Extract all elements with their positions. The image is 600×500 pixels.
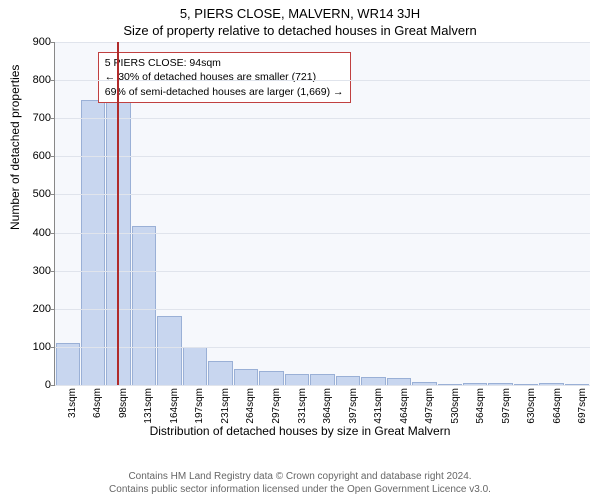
gridline bbox=[55, 309, 590, 310]
annotation-line1: 5 PIERS CLOSE: 94sqm bbox=[105, 56, 344, 70]
bar bbox=[81, 100, 105, 385]
x-tick-label: 64sqm bbox=[92, 388, 103, 418]
footer-attribution: Contains HM Land Registry data © Crown c… bbox=[0, 470, 600, 496]
x-tick: 98sqm bbox=[105, 386, 131, 422]
x-tick: 31sqm bbox=[54, 386, 80, 422]
gridline bbox=[55, 347, 590, 348]
x-axis-label: Distribution of detached houses by size … bbox=[0, 422, 600, 438]
bar bbox=[387, 378, 411, 385]
x-tick: 131sqm bbox=[131, 386, 157, 422]
x-tick-label: 530sqm bbox=[450, 388, 461, 424]
bar bbox=[183, 347, 207, 385]
x-tick-label: 98sqm bbox=[118, 388, 129, 418]
x-tick-label: 164sqm bbox=[169, 388, 180, 424]
x-tick-label: 464sqm bbox=[399, 388, 410, 424]
footer-line1: Contains HM Land Registry data © Crown c… bbox=[0, 470, 600, 483]
annotation-box: 5 PIERS CLOSE: 94sqm ← 30% of detached h… bbox=[98, 52, 351, 103]
page-subtitle: Size of property relative to detached ho… bbox=[0, 21, 600, 42]
x-tick: 64sqm bbox=[80, 386, 106, 422]
x-tick: 397sqm bbox=[335, 386, 361, 422]
bar bbox=[208, 361, 232, 385]
bar bbox=[336, 376, 360, 385]
x-ticks: 31sqm 64sqm 98sqm 131sqm 164sqm 197sqm 231sqm 2… bbox=[54, 386, 590, 422]
gridline bbox=[55, 118, 590, 119]
bar bbox=[361, 377, 385, 385]
x-tick-label: 597sqm bbox=[501, 388, 512, 424]
bar bbox=[56, 343, 80, 385]
x-tick-label: 497sqm bbox=[424, 388, 435, 424]
annotation-line3: 69% of semi-detached houses are larger (… bbox=[105, 85, 344, 99]
x-tick: 497sqm bbox=[411, 386, 437, 422]
histogram-chart: 5 PIERS CLOSE: 94sqm ← 30% of detached h… bbox=[54, 42, 590, 422]
bar bbox=[310, 374, 334, 385]
gridline bbox=[55, 42, 590, 43]
bar bbox=[285, 374, 309, 385]
x-tick: 431sqm bbox=[360, 386, 386, 422]
footer-line2: Contains public sector information licen… bbox=[0, 483, 600, 496]
x-tick: 530sqm bbox=[437, 386, 463, 422]
x-tick-label: 331sqm bbox=[297, 388, 308, 424]
page-title-address: 5, PIERS CLOSE, MALVERN, WR14 3JH bbox=[0, 0, 600, 21]
annotation-line2: ← 30% of detached houses are smaller (72… bbox=[105, 70, 344, 84]
gridline bbox=[55, 194, 590, 195]
x-tick-label: 231sqm bbox=[220, 388, 231, 424]
x-tick-label: 297sqm bbox=[271, 388, 282, 424]
x-tick: 630sqm bbox=[514, 386, 540, 422]
gridline bbox=[55, 233, 590, 234]
bar bbox=[234, 369, 258, 385]
x-tick: 597sqm bbox=[488, 386, 514, 422]
x-tick: 697sqm bbox=[565, 386, 591, 422]
plot-area: 5 PIERS CLOSE: 94sqm ← 30% of detached h… bbox=[54, 42, 590, 386]
x-tick: 331sqm bbox=[284, 386, 310, 422]
x-tick: 564sqm bbox=[463, 386, 489, 422]
x-tick-label: 564sqm bbox=[475, 388, 486, 424]
bar bbox=[259, 371, 283, 385]
bar bbox=[132, 226, 156, 385]
x-tick: 197sqm bbox=[182, 386, 208, 422]
x-tick-label: 697sqm bbox=[577, 388, 588, 424]
x-tick: 164sqm bbox=[156, 386, 182, 422]
property-marker bbox=[117, 42, 119, 385]
gridline bbox=[55, 156, 590, 157]
x-tick-label: 264sqm bbox=[245, 388, 256, 424]
x-tick: 231sqm bbox=[207, 386, 233, 422]
x-tick: 464sqm bbox=[386, 386, 412, 422]
bar bbox=[157, 316, 181, 385]
x-tick: 664sqm bbox=[539, 386, 565, 422]
gridline bbox=[55, 271, 590, 272]
x-tick-label: 431sqm bbox=[373, 388, 384, 424]
x-tick-label: 397sqm bbox=[348, 388, 359, 424]
x-tick-label: 197sqm bbox=[194, 388, 205, 424]
x-tick-label: 630sqm bbox=[526, 388, 537, 424]
y-axis-label: Number of detached properties bbox=[8, 65, 22, 230]
x-tick-label: 364sqm bbox=[322, 388, 333, 424]
x-tick: 297sqm bbox=[258, 386, 284, 422]
x-tick: 264sqm bbox=[233, 386, 259, 422]
x-tick-label: 131sqm bbox=[143, 388, 154, 424]
gridline bbox=[55, 80, 590, 81]
x-tick-label: 31sqm bbox=[67, 388, 78, 418]
x-tick: 364sqm bbox=[309, 386, 335, 422]
x-tick-label: 664sqm bbox=[552, 388, 563, 424]
